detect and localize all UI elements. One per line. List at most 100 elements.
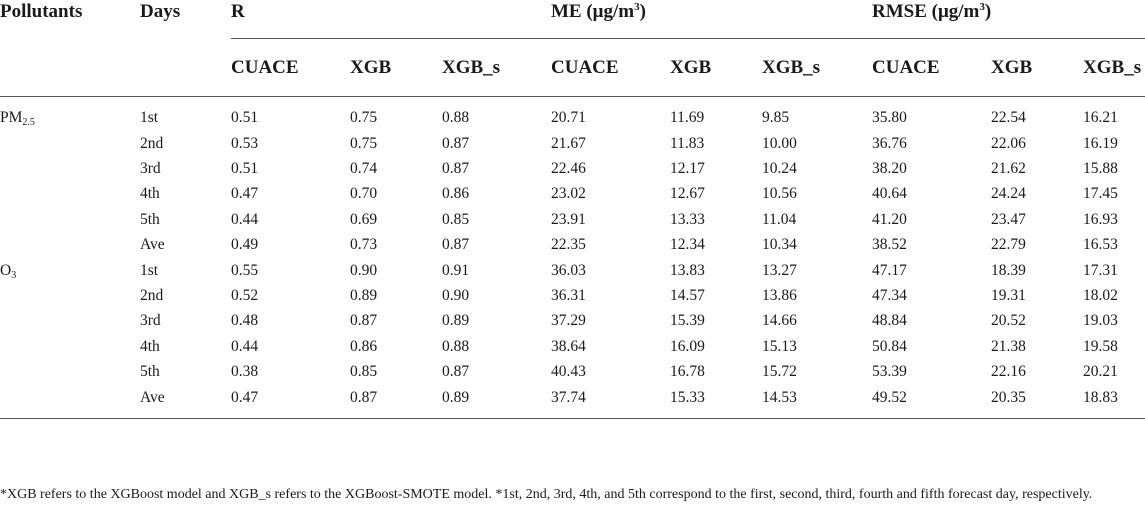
group-label-r: R <box>231 1 245 22</box>
cell-value: 47.17 <box>872 261 907 279</box>
cell-value: 0.38 <box>231 363 259 381</box>
cell-pollutant <box>0 360 140 385</box>
cell-value: 40.64 <box>872 185 907 203</box>
table-row: 3rd 0.48 0.87 0.89 37.29 15.39 14.66 48.84 20.52… <box>0 309 1145 334</box>
cell-value: 14.66 <box>762 312 797 330</box>
cell-value: 18.83 <box>1083 384 1145 419</box>
cell-value: 0.88 <box>442 337 470 355</box>
cell-value: 38.52 <box>872 236 907 254</box>
cell-value: 20.35 <box>991 384 1084 419</box>
cell-value: 18.02 <box>1083 287 1118 305</box>
cell-day: Ave <box>140 384 231 419</box>
cell-value: 22.16 <box>991 363 1026 381</box>
cell-value: 15.13 <box>762 337 797 355</box>
cell-value: 22.46 <box>551 160 586 178</box>
cell-value: 0.74 <box>350 160 378 178</box>
cell-value: 53.39 <box>872 363 907 381</box>
cell-value: 16.19 <box>1083 134 1118 152</box>
cell-value: 0.87 <box>442 160 470 178</box>
cell-value: 13.86 <box>762 287 797 305</box>
cell-value: 16.93 <box>1083 210 1118 228</box>
group-unit-exponent-me: 3 <box>634 1 640 13</box>
cell-value: 19.58 <box>1083 337 1118 355</box>
group-unit-exponent-rmse: 3 <box>979 1 985 13</box>
cell-value: 0.87 <box>442 236 470 254</box>
header-days: Days <box>140 0 231 97</box>
cell-value: 0.55 <box>231 261 259 279</box>
cell-value: 36.03 <box>551 261 586 279</box>
cell-value: 0.86 <box>442 185 470 203</box>
cell-pollutant: O3 <box>0 258 140 283</box>
cell-value: 23.02 <box>551 185 586 203</box>
cell-value: 0.91 <box>442 261 470 279</box>
pollutant-name: O <box>0 261 12 279</box>
cell-value: 10.24 <box>762 160 797 178</box>
cell-value: 0.87 <box>350 384 442 419</box>
cell-value: 16.53 <box>1083 236 1118 254</box>
cell-value: 0.73 <box>350 236 378 254</box>
header-row-models: CUACE XGB XGB_s CUACE XGB XGB_s CUACE XG… <box>0 38 1145 97</box>
cell-value: 17.31 <box>1083 261 1118 279</box>
cell-value: 21.62 <box>991 160 1026 178</box>
cell-value: 20.71 <box>551 109 586 126</box>
cell-value: 36.31 <box>551 287 586 305</box>
header-group-me: ME (μg/m3) <box>551 0 873 39</box>
header-row-groups: Pollutants Days R ME (μg/m3) RMSE (μg/m3… <box>0 0 1145 97</box>
cell-value: 0.89 <box>442 312 470 330</box>
cell-day: 1st <box>140 109 159 126</box>
pollutant-subscript: 2.5 <box>22 117 35 128</box>
cell-value: 16.21 <box>1083 109 1118 126</box>
cell-value: 19.31 <box>991 287 1026 305</box>
cell-value: 17.45 <box>1083 185 1118 203</box>
header-model: XGB <box>670 38 762 97</box>
cell-pollutant <box>0 207 140 232</box>
cell-value: 0.75 <box>350 109 378 126</box>
cell-value: 20.52 <box>991 312 1026 330</box>
cell-value: 0.44 <box>231 337 259 355</box>
cell-value: 15.88 <box>1083 160 1118 178</box>
cell-value: 21.67 <box>551 134 586 152</box>
cell-day: 5th <box>140 363 160 381</box>
header-model: CUACE <box>231 38 350 97</box>
table-row: O3 1st 0.55 0.90 0.91 36.03 13.83 13.27 47.17 18.… <box>0 258 1145 283</box>
header-group-rmse: RMSE (μg/m3) <box>872 0 1145 39</box>
cell-day: 4th <box>140 337 160 355</box>
cell-value: 0.87 <box>442 134 470 152</box>
cell-pollutant <box>0 283 140 308</box>
cell-value: 0.88 <box>442 109 470 126</box>
cell-value: 48.84 <box>872 312 907 330</box>
cell-value: 41.20 <box>872 210 907 228</box>
cell-value: 12.67 <box>670 185 705 203</box>
cell-value: 0.69 <box>350 210 378 228</box>
cell-day: 5th <box>140 210 160 228</box>
cell-value: 35.80 <box>872 109 907 126</box>
group-label-me: ME (μg/m <box>551 1 635 22</box>
cell-value: 22.79 <box>991 236 1026 254</box>
group-label-rmse: RMSE (μg/m <box>872 1 980 22</box>
cell-value: 15.72 <box>762 363 797 381</box>
header-group-r: R <box>231 0 551 39</box>
cell-value: 36.76 <box>872 134 907 152</box>
cell-pollutant <box>0 156 140 181</box>
cell-value: 0.89 <box>442 384 551 419</box>
group-close-rmse: ) <box>984 1 992 22</box>
cell-value: 23.47 <box>991 210 1026 228</box>
cell-value: 9.85 <box>762 109 790 126</box>
cell-pollutant <box>0 182 140 207</box>
cell-day: 4th <box>140 185 160 203</box>
cell-value: 0.51 <box>231 109 259 126</box>
cell-value: 0.70 <box>350 185 378 203</box>
header-model: XGB_s <box>762 38 873 97</box>
cell-value: 0.90 <box>442 287 470 305</box>
cell-value: 19.03 <box>1083 312 1118 330</box>
cell-value: 40.43 <box>551 363 586 381</box>
cell-value: 38.20 <box>872 160 907 178</box>
cell-value: 18.39 <box>991 261 1026 279</box>
cell-value: 14.53 <box>762 384 873 419</box>
cell-value: 49.52 <box>872 384 992 419</box>
table-row: PM2.5 1st 0.51 0.75 0.88 20.71 11.69 9.85 35.80 2… <box>0 97 1145 132</box>
header-model: XGB_s <box>1083 38 1145 97</box>
cell-value: 22.06 <box>991 134 1026 152</box>
cell-value: 0.44 <box>231 210 259 228</box>
